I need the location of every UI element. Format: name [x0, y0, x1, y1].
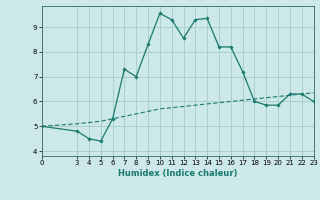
X-axis label: Humidex (Indice chaleur): Humidex (Indice chaleur) — [118, 169, 237, 178]
